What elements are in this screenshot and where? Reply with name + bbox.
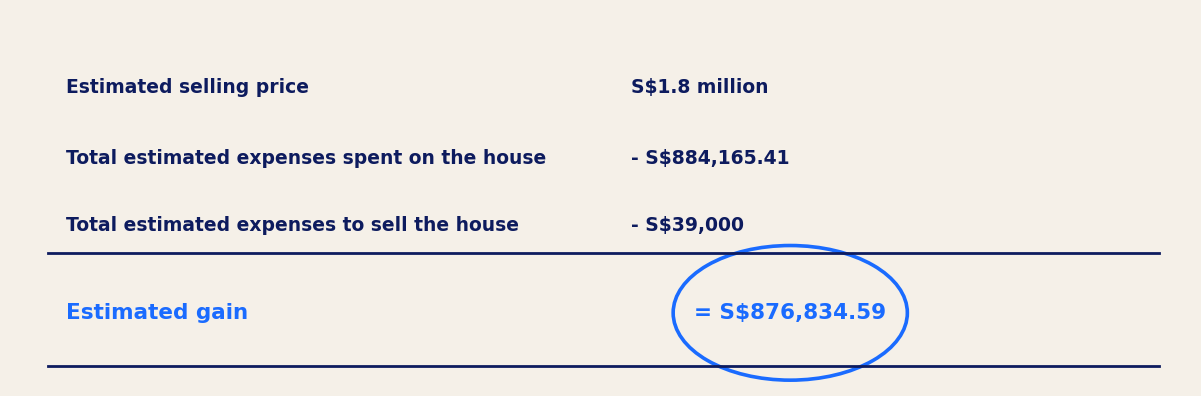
Text: Estimated gain: Estimated gain (66, 303, 249, 323)
Text: Estimated selling price: Estimated selling price (66, 78, 309, 97)
Text: S$1.8 million: S$1.8 million (631, 78, 767, 97)
Text: Total estimated expenses to sell the house: Total estimated expenses to sell the hou… (66, 216, 519, 235)
Text: Total estimated expenses spent on the house: Total estimated expenses spent on the ho… (66, 149, 546, 168)
Text: = S$876,834.59: = S$876,834.59 (694, 303, 886, 323)
Text: - S$39,000: - S$39,000 (631, 216, 743, 235)
Text: - S$884,165.41: - S$884,165.41 (631, 149, 789, 168)
